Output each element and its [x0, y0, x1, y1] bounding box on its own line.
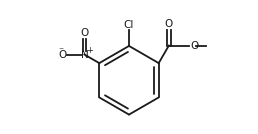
Text: N: N: [80, 50, 88, 59]
Text: Cl: Cl: [124, 20, 134, 30]
Text: ⁻: ⁻: [59, 46, 64, 56]
Text: O: O: [80, 28, 88, 38]
Text: O: O: [165, 19, 173, 29]
Text: O: O: [58, 50, 67, 59]
Text: O: O: [190, 41, 198, 51]
Text: +: +: [86, 46, 93, 55]
